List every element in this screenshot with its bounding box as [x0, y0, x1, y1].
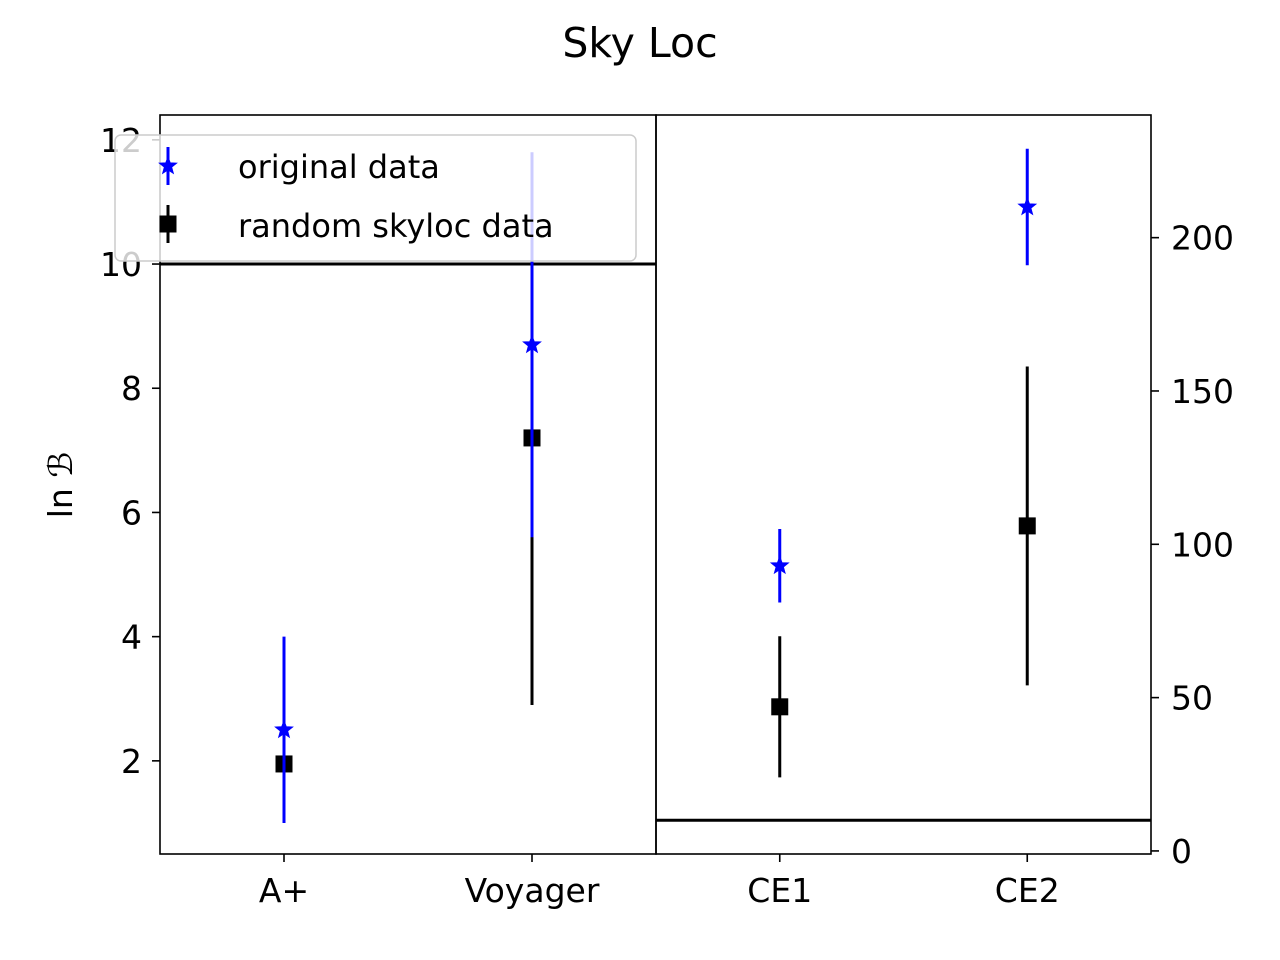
y-tick-label-left-2: 2: [121, 742, 142, 781]
legend-label-random: random skyloc data: [238, 207, 554, 245]
y-tick-label-left-6: 6: [121, 493, 142, 532]
y-tick-label-right-150: 150: [1171, 372, 1234, 411]
point-original-CE2: [1017, 196, 1038, 216]
legend-label-original: original data: [238, 148, 440, 186]
legend-box: [114, 134, 637, 262]
y-axis-label: ln ℬ: [41, 452, 80, 519]
legend: original data random skyloc data: [114, 134, 637, 262]
point-original-A+: [274, 719, 294, 739]
y-tick-label-right-0: 0: [1171, 832, 1192, 871]
point-original-Voyager: [522, 334, 542, 354]
x-tick-label-CE2: CE2: [995, 871, 1060, 910]
threshold-lines-layer: [160, 262, 1151, 822]
point-random-CE1: [771, 698, 789, 716]
point-original-CE1: [769, 555, 790, 575]
y-tick-label-left-8: 8: [121, 369, 142, 408]
x-tick-label-CE1: CE1: [747, 871, 812, 910]
point-random-CE2: [1018, 517, 1036, 535]
x-tick-label-Voyager: Voyager: [465, 871, 600, 910]
x-tick-label-A+: A+: [259, 871, 309, 910]
y-tick-label-right-200: 200: [1171, 219, 1234, 258]
y-tick-label-right-100: 100: [1171, 525, 1234, 564]
chart-title: Sky Loc: [562, 19, 717, 67]
legend-square-marker: [159, 215, 177, 233]
legend-star-marker: [158, 155, 178, 175]
axes-frame-right: [655, 114, 1152, 855]
y-tick-label-left-4: 4: [121, 618, 142, 657]
axes-layer: A+Voyager24681012CE1CE2050100150200: [100, 114, 1234, 910]
y-tick-label-right-50: 50: [1171, 679, 1213, 718]
